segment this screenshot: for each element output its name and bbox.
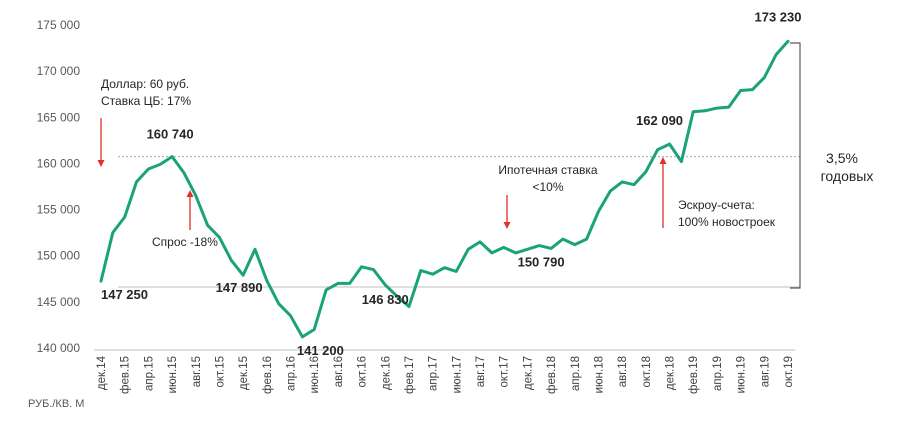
y-tick-label: 175 000 — [37, 18, 81, 32]
x-tick-label: авг.15 — [191, 356, 203, 387]
x-tick-label: апр.18 — [570, 356, 582, 391]
x-tick-label: дек.17 — [522, 356, 534, 390]
arrow-dollar-head — [97, 160, 105, 167]
series-layer — [99, 39, 790, 339]
x-tick-label: дек.14 — [96, 355, 108, 390]
x-tick-label: фев.17 — [404, 356, 416, 394]
annotation-demand: Спрос -18% — [152, 235, 218, 249]
y-tick-label: 170 000 — [37, 64, 81, 78]
data-label: 150 790 — [518, 254, 565, 269]
x-tick-label: апр.17 — [428, 356, 440, 391]
x-tick-label: дек.16 — [380, 356, 392, 390]
x-tick-label: июн.17 — [451, 356, 463, 393]
y-axis: 140 000 145 000 150 000 155 000 160 000 165 0… — [37, 18, 81, 355]
annotation-dollar-line2: Ставка ЦБ: 17% — [101, 94, 191, 108]
x-tick-label: фев.18 — [546, 356, 558, 394]
x-tick-label: июн.18 — [593, 356, 605, 393]
data-label: 147 890 — [216, 280, 263, 295]
x-tick-label: авг.17 — [475, 356, 487, 387]
unit-label: РУБ./КВ. М — [28, 398, 84, 410]
x-tick-label: окт.15 — [214, 356, 226, 388]
arrow-demand-head — [186, 190, 194, 197]
x-tick-label: дек.18 — [665, 356, 677, 390]
growth-bracket — [790, 42, 801, 289]
x-tick-label: дек.15 — [238, 356, 250, 390]
arrow-escrow-head — [659, 157, 667, 164]
x-tick-label: фев.16 — [262, 356, 274, 394]
series-line — [99, 39, 790, 339]
data-label: 147 250 — [101, 287, 148, 302]
data-label: 162 090 — [636, 113, 683, 128]
x-tick-label: авг.16 — [333, 356, 345, 387]
x-tick-label: окт.16 — [357, 356, 369, 388]
reference-lines — [118, 42, 801, 289]
x-tick-label: апр.19 — [712, 356, 724, 391]
x-tick-label: окт.19 — [783, 356, 795, 388]
y-tick-label: 155 000 — [37, 203, 81, 217]
annotation-growth-line2: годовых — [821, 168, 874, 184]
data-labels: 147 250 160 740 147 890 141 200 146 830 150 7… — [101, 9, 802, 358]
x-tick-label: фев.19 — [688, 356, 700, 394]
annotations: Доллар: 60 руб. Ставка ЦБ: 17% Спрос -18… — [101, 77, 873, 249]
y-tick-label: 165 000 — [37, 110, 81, 124]
annotation-growth-line1: 3,5% — [826, 150, 858, 166]
x-tick-label: авг.19 — [759, 356, 771, 387]
y-tick-label: 150 000 — [37, 249, 81, 263]
x-tick-label: июн.19 — [736, 356, 748, 393]
data-label: 141 200 — [297, 343, 344, 358]
data-label: 146 830 — [362, 292, 409, 307]
y-tick-label: 140 000 — [37, 341, 81, 355]
data-label: 160 740 — [147, 127, 194, 142]
x-axis: дек.14 фев.15 апр.15 июн.15 авг.15 окт.15 дек.… — [94, 349, 795, 394]
annotation-escrow-line2: 100% новостроек — [678, 215, 776, 229]
x-tick-label: апр.15 — [143, 356, 155, 391]
x-tick-label: апр.16 — [286, 356, 298, 391]
x-tick-label: июн.16 — [309, 356, 321, 393]
y-tick-label: 145 000 — [37, 295, 81, 309]
y-tick-label: 160 000 — [37, 156, 81, 170]
x-tick-label: фев.15 — [120, 356, 132, 394]
x-tick-label: авг.18 — [617, 356, 629, 387]
x-tick-label: окт.18 — [641, 356, 653, 388]
annotation-mortgage-line2: <10% — [532, 180, 563, 194]
arrows — [97, 118, 667, 230]
data-label: 173 230 — [755, 9, 802, 24]
arrow-mortgage-head — [503, 222, 511, 229]
annotation-mortgage-line1: Ипотечная ставка — [498, 163, 597, 177]
annotation-dollar-line1: Доллар: 60 руб. — [101, 77, 189, 91]
x-tick-label: июн.15 — [167, 356, 179, 393]
x-tick-label: окт.17 — [499, 356, 511, 388]
annotation-escrow-line1: Эскроу-счета: — [678, 198, 755, 212]
